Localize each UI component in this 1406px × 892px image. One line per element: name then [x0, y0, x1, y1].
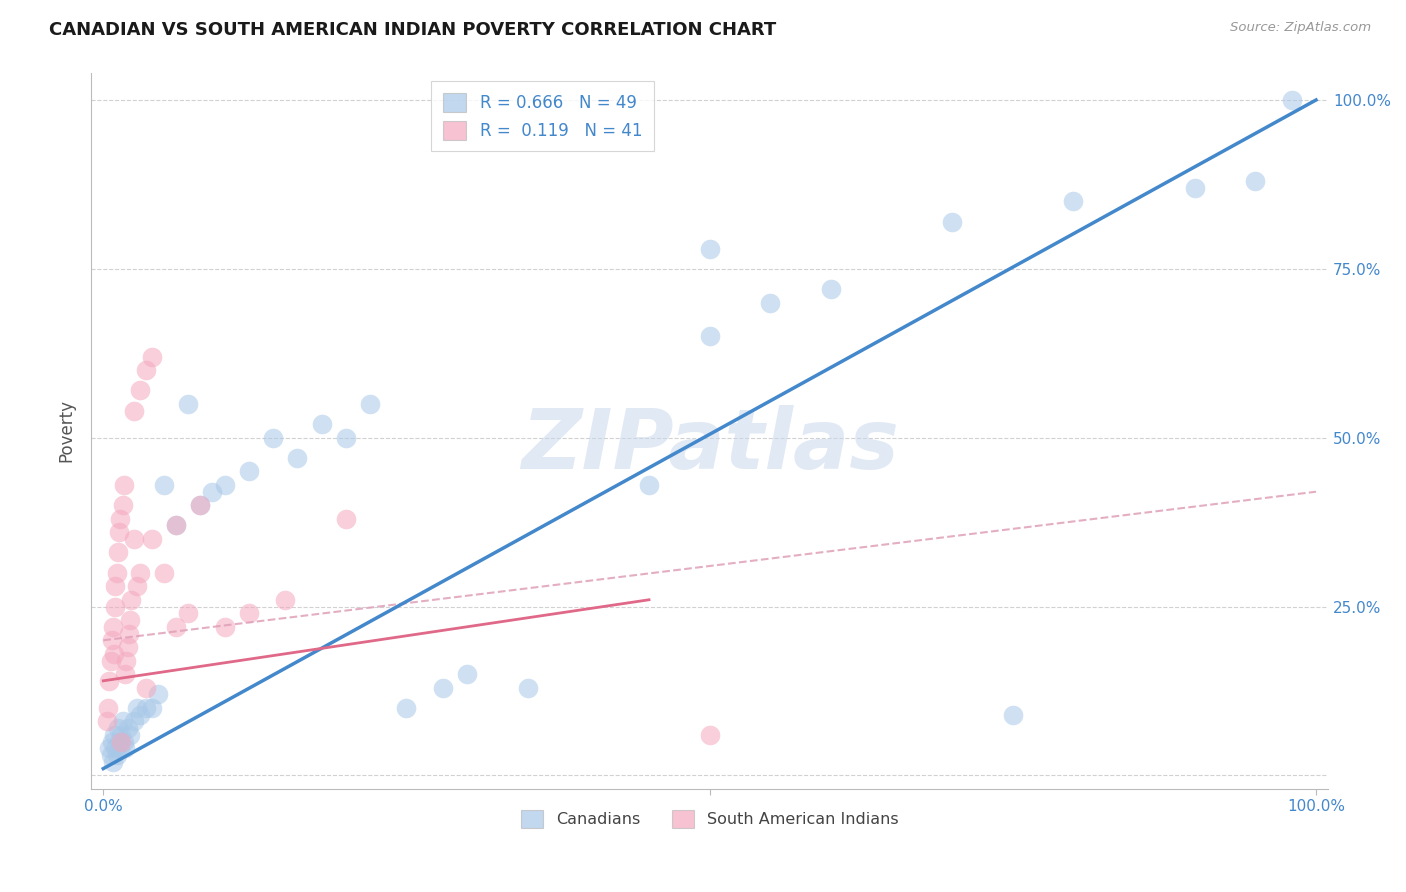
Point: [335, 431, 357, 445]
Point: [118, 613, 141, 627]
Point: [699, 329, 721, 343]
Point: [359, 397, 381, 411]
Point: [141, 532, 163, 546]
Text: CANADIAN VS SOUTH AMERICAN INDIAN POVERTY CORRELATION CHART: CANADIAN VS SOUTH AMERICAN INDIAN POVERT…: [49, 21, 776, 39]
Point: [107, 721, 129, 735]
Point: [100, 654, 122, 668]
Point: [114, 741, 136, 756]
Point: [153, 566, 176, 580]
Point: [1281, 93, 1303, 107]
Point: [105, 566, 128, 580]
Point: [1001, 707, 1024, 722]
Point: [128, 707, 150, 722]
Point: [141, 701, 163, 715]
Point: [111, 498, 134, 512]
Point: [941, 214, 963, 228]
Point: [108, 734, 131, 748]
Point: [100, 734, 122, 748]
Point: [98, 673, 121, 688]
Point: [97, 701, 120, 715]
Point: [188, 498, 211, 512]
Point: [108, 525, 131, 540]
Point: [1244, 174, 1267, 188]
Point: [96, 714, 118, 729]
Point: [120, 592, 142, 607]
Point: [165, 518, 187, 533]
Point: [146, 687, 169, 701]
Y-axis label: Poverty: Poverty: [58, 400, 75, 462]
Point: [128, 384, 150, 398]
Point: [118, 728, 141, 742]
Point: [699, 728, 721, 742]
Point: [456, 667, 478, 681]
Point: [177, 397, 200, 411]
Point: [110, 512, 132, 526]
Text: Source: ZipAtlas.com: Source: ZipAtlas.com: [1230, 21, 1371, 35]
Point: [759, 295, 782, 310]
Point: [141, 350, 163, 364]
Point: [101, 755, 124, 769]
Point: [104, 599, 127, 614]
Point: [699, 242, 721, 256]
Point: [135, 681, 157, 695]
Point: [214, 620, 236, 634]
Legend: Canadians, South American Indians: Canadians, South American Indians: [515, 804, 905, 835]
Point: [111, 714, 134, 729]
Point: [122, 403, 145, 417]
Point: [135, 363, 157, 377]
Point: [127, 701, 149, 715]
Point: [110, 728, 132, 742]
Point: [432, 681, 454, 695]
Point: [128, 566, 150, 580]
Point: [112, 734, 135, 748]
Point: [201, 484, 224, 499]
Point: [335, 512, 357, 526]
Point: [516, 681, 538, 695]
Point: [114, 667, 136, 681]
Point: [153, 478, 176, 492]
Point: [115, 654, 138, 668]
Point: [122, 714, 145, 729]
Point: [214, 478, 236, 492]
Point: [177, 607, 200, 621]
Point: [98, 741, 121, 756]
Point: [1062, 194, 1084, 209]
Point: [262, 431, 284, 445]
Point: [101, 620, 124, 634]
Point: [103, 647, 125, 661]
Point: [638, 478, 661, 492]
Point: [122, 532, 145, 546]
Point: [104, 741, 127, 756]
Point: [188, 498, 211, 512]
Point: [238, 465, 260, 479]
Point: [165, 620, 187, 634]
Point: [1184, 181, 1206, 195]
Point: [118, 626, 141, 640]
Point: [238, 607, 260, 621]
Point: [107, 545, 129, 559]
Point: [100, 633, 122, 648]
Point: [104, 579, 127, 593]
Point: [285, 450, 308, 465]
Point: [103, 728, 125, 742]
Point: [135, 701, 157, 715]
Point: [110, 741, 132, 756]
Point: [820, 282, 842, 296]
Point: [117, 721, 139, 735]
Point: [274, 592, 297, 607]
Point: [165, 518, 187, 533]
Point: [112, 478, 135, 492]
Text: ZIPatlas: ZIPatlas: [520, 405, 898, 486]
Point: [117, 640, 139, 654]
Point: [110, 734, 132, 748]
Point: [105, 748, 128, 763]
Point: [100, 748, 122, 763]
Point: [127, 579, 149, 593]
Point: [395, 701, 418, 715]
Point: [311, 417, 333, 432]
